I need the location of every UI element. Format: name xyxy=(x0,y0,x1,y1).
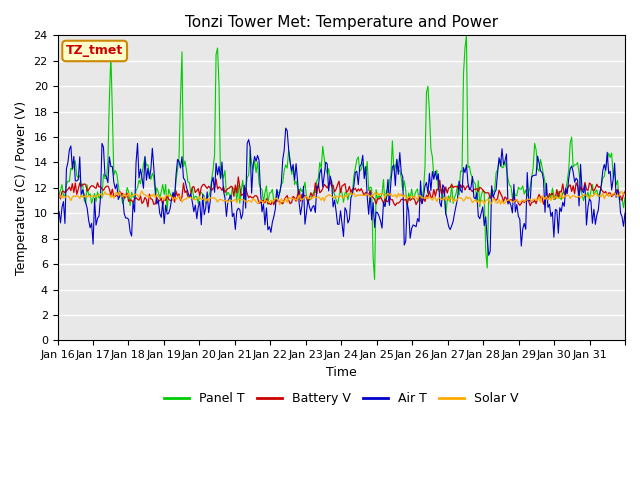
Text: TZ_tmet: TZ_tmet xyxy=(66,45,124,58)
Line: Panel T: Panel T xyxy=(58,36,625,279)
Panel T xyxy=(545,191,553,197)
Y-axis label: Temperature (C) / Power (V): Temperature (C) / Power (V) xyxy=(15,101,28,275)
Line: Battery V: Battery V xyxy=(58,177,625,207)
Panel T xyxy=(460,71,467,76)
Title: Tonzi Tower Met: Temperature and Power: Tonzi Tower Met: Temperature and Power xyxy=(185,15,498,30)
Battery V xyxy=(349,186,356,192)
Battery V xyxy=(461,187,469,193)
Solar V xyxy=(461,196,469,202)
Solar V xyxy=(349,192,356,197)
Solar V xyxy=(138,188,146,194)
Panel T xyxy=(463,33,470,38)
Battery V xyxy=(620,191,627,197)
Battery V xyxy=(144,204,152,210)
Panel T xyxy=(346,191,353,196)
Solar V xyxy=(276,202,284,207)
Air T xyxy=(485,252,493,258)
Panel T xyxy=(371,276,378,282)
Solar V xyxy=(73,193,81,199)
Air T xyxy=(545,202,553,207)
Air T xyxy=(620,223,627,229)
Solar V xyxy=(545,195,553,201)
Air T xyxy=(460,165,467,170)
Air T xyxy=(282,125,289,131)
Battery V xyxy=(91,185,99,191)
Air T xyxy=(621,210,629,216)
Solar V xyxy=(91,193,99,199)
Panel T xyxy=(620,205,627,211)
Air T xyxy=(347,195,355,201)
Panel T xyxy=(621,195,629,201)
Air T xyxy=(73,178,81,184)
Air T xyxy=(54,214,61,220)
Solar V xyxy=(621,191,629,197)
Panel T xyxy=(91,191,99,196)
Line: Solar V: Solar V xyxy=(58,191,625,204)
Battery V xyxy=(73,192,81,197)
Solar V xyxy=(620,192,627,197)
Solar V xyxy=(54,195,61,201)
Air T xyxy=(91,196,99,202)
Line: Air T: Air T xyxy=(58,128,625,255)
Panel T xyxy=(54,188,61,194)
X-axis label: Time: Time xyxy=(326,366,356,379)
Panel T xyxy=(73,173,81,179)
Battery V xyxy=(234,174,242,180)
Battery V xyxy=(621,189,629,194)
Legend: Panel T, Battery V, Air T, Solar V: Panel T, Battery V, Air T, Solar V xyxy=(159,387,524,410)
Battery V xyxy=(545,191,553,197)
Battery V xyxy=(54,196,61,202)
